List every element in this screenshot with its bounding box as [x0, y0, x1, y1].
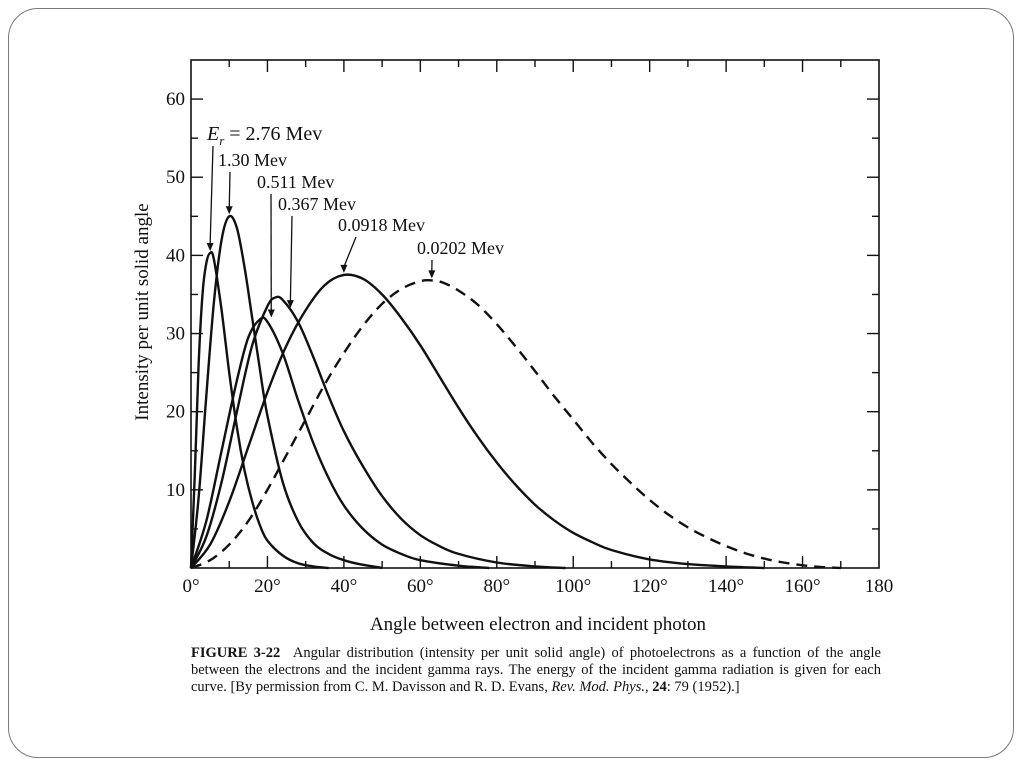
x-tick-label: 140°: [708, 576, 744, 597]
figure-number: FIGURE 3-22: [191, 645, 281, 661]
arrow-line-4: [343, 236, 357, 268]
series-curve-0: [189, 251, 329, 570]
caption-text-1: Angular distribution (intensity per unit…: [191, 645, 881, 695]
arrow-line-3: [289, 215, 293, 303]
x-tick-label: 80°: [483, 576, 510, 597]
label-0-0202-mev: 0.0202 Mev: [417, 238, 504, 258]
x-tick-label: 60°: [407, 576, 434, 597]
y-tick-label: 60: [166, 89, 185, 110]
series-curve-4: [190, 273, 765, 570]
y-tick-label: 30: [166, 324, 185, 345]
curves: [189, 214, 841, 570]
series-curve-1: [189, 214, 383, 570]
arrow-head-3: [286, 300, 294, 309]
x-tick-label: 0°: [182, 576, 199, 597]
arrow-line-0: [209, 145, 214, 246]
caption-journal: Rev. Mod. Phys.: [551, 679, 645, 695]
caption-volume: 24: [652, 679, 667, 695]
arrow-head-1: [225, 206, 233, 215]
arrow-line-1: [228, 171, 231, 209]
figure-caption: FIGURE 3-22 Angular distribution (intens…: [191, 645, 881, 695]
y-tick-label: 40: [166, 245, 185, 266]
label-0-367-mev: 0.367 Mev: [278, 194, 356, 214]
label-2-76-mev: Er = 2.76 Mev: [206, 123, 322, 148]
arrow-head-4: [340, 264, 348, 273]
axes: 10 20 30 40 50 60 0° 20° 40° 60° 80° 100° 120° 140° 16…: [166, 59, 894, 597]
arrow-head-5: [428, 270, 436, 279]
x-tick-label: 100°: [555, 576, 591, 597]
slide-frame: [8, 8, 1014, 758]
label-0-511-mev: 0.511 Mev: [257, 172, 334, 192]
y-axis-title: Intensity per unit solid angle: [132, 203, 153, 420]
series-curve-3: [189, 295, 566, 570]
series-curve-5: [190, 278, 841, 570]
x-tick-label: 20°: [254, 576, 281, 597]
x-axis-title: Angle between electron and incident phot…: [370, 614, 707, 635]
x-tick-label: 120°: [632, 576, 668, 597]
label-0-0918-mev: 0.0918 Mev: [338, 215, 425, 235]
label-1-30-mev: 1.30 Mev: [218, 150, 287, 170]
arrow-head-2: [267, 309, 275, 318]
y-tick-label: 20: [166, 402, 185, 423]
angular-distribution-chart: 10 20 30 40 50 60 0° 20° 40° 60° 80° 100° 120° 140° 16…: [132, 59, 894, 635]
arrow-head-0: [206, 243, 214, 252]
y-tick-label: 10: [166, 480, 185, 501]
y-tick-label: 50: [166, 167, 185, 188]
label-arrows: [206, 145, 436, 318]
x-tick-label: 180: [865, 576, 894, 597]
caption-text-2: : 79 (1952).]: [666, 679, 740, 695]
series-curve-2: [189, 316, 490, 570]
x-tick-label: 160°: [785, 576, 821, 597]
x-tick-label: 40°: [331, 576, 358, 597]
